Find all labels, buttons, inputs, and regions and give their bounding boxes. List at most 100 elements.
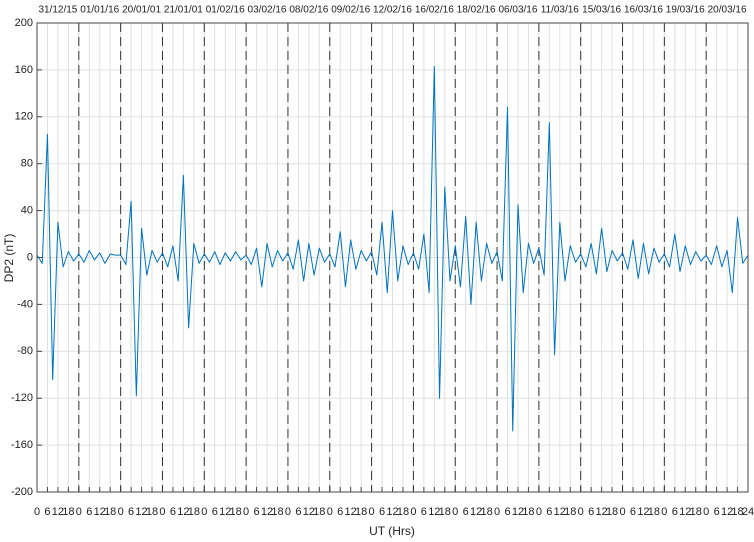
x-tick-label: 12	[94, 506, 106, 518]
day-label: 20/03/16	[708, 5, 747, 16]
y-tick-label: 160	[15, 64, 33, 76]
x-tick-label: 6	[630, 506, 636, 518]
x-tick-label: 6	[672, 506, 678, 518]
plot-frame	[36, 22, 749, 493]
x-tick-label: 12	[512, 506, 524, 518]
x-tick-label: 12	[637, 506, 649, 518]
x-tick-label: 18	[397, 506, 409, 518]
x-tick-label: 6	[463, 506, 469, 518]
y-tick-label: -200	[11, 486, 33, 498]
y-tick-label: 80	[21, 158, 33, 170]
y-tick-label: -80	[17, 345, 33, 357]
x-tick-label: 12	[52, 506, 64, 518]
day-label: 09/02/16	[331, 5, 370, 16]
x-tick-label: 6	[504, 506, 510, 518]
x-tick-label: 6	[337, 506, 343, 518]
x-tick-label: 0	[578, 506, 584, 518]
x-tick-label: 18	[439, 506, 451, 518]
x-tick-label: 0	[494, 506, 500, 518]
x-tick-label: 12	[595, 506, 607, 518]
x-tick-label: 12	[219, 506, 231, 518]
day-label: 15/03/16	[582, 5, 621, 16]
series-line	[36, 65, 749, 432]
x-tick-label: 0	[76, 506, 82, 518]
day-label: 31/12/15	[38, 5, 77, 16]
x-tick-label: 0	[619, 506, 625, 518]
x-tick-label: 18	[606, 506, 618, 518]
day-label: 01/02/16	[206, 5, 245, 16]
x-tick-label: 12	[679, 506, 691, 518]
y-tick-label: 0	[27, 251, 33, 263]
x-tick-label: 18	[62, 506, 74, 518]
x-tick-label: 6	[128, 506, 134, 518]
day-label: 21/01/01	[164, 5, 203, 16]
x-tick-label: 6	[588, 506, 594, 518]
x-tick-label: 18	[271, 506, 283, 518]
x-tick-label: 18	[564, 506, 576, 518]
day-label: 19/03/16	[666, 5, 705, 16]
x-tick-label: 0	[536, 506, 542, 518]
x-tick-label: 6	[714, 506, 720, 518]
x-tick-label: 12	[721, 506, 733, 518]
day-label: 20/01/01	[122, 5, 161, 16]
y-axis-label: DP2 (nT)	[2, 234, 16, 283]
x-tick-label: 24	[742, 506, 754, 518]
x-tick-label: 18	[188, 506, 200, 518]
x-tick-label: 6	[86, 506, 92, 518]
day-label: 03/02/16	[248, 5, 287, 16]
x-tick-label: 0	[159, 506, 165, 518]
x-tick-label: 12	[345, 506, 357, 518]
day-label: 06/03/16	[499, 5, 538, 16]
x-tick-label: 6	[254, 506, 260, 518]
x-tick-label: 0	[34, 506, 40, 518]
day-label: 16/03/16	[624, 5, 663, 16]
x-tick-label: 18	[731, 506, 743, 518]
x-tick-label: 18	[690, 506, 702, 518]
day-label: 11/03/16	[541, 5, 580, 16]
x-tick-label: 0	[452, 506, 458, 518]
day-label: 08/02/16	[289, 5, 328, 16]
x-tick-label: 6	[44, 506, 50, 518]
x-tick-label: 0	[661, 506, 667, 518]
x-tick-label: 12	[177, 506, 189, 518]
x-tick-label: 6	[546, 506, 552, 518]
y-tick-label: -120	[11, 392, 33, 404]
x-tick-label: 6	[170, 506, 176, 518]
x-tick-label: 12	[386, 506, 398, 518]
x-tick-label: 12	[554, 506, 566, 518]
y-tick-label: 120	[15, 111, 33, 123]
x-tick-label: 6	[295, 506, 301, 518]
x-tick-label: 0	[327, 506, 333, 518]
x-tick-label: 12	[303, 506, 315, 518]
day-label: 01/01/16	[80, 5, 119, 16]
x-tick-label: 0	[118, 506, 124, 518]
x-tick-label: 18	[355, 506, 367, 518]
y-tick-label: 200	[15, 17, 33, 29]
x-tick-label: 18	[522, 506, 534, 518]
x-axis-label: UT (Hrs)	[369, 524, 415, 538]
x-tick-label: 0	[243, 506, 249, 518]
x-tick-label: 0	[369, 506, 375, 518]
x-tick-label: 0	[201, 506, 207, 518]
x-tick-label: 12	[428, 506, 440, 518]
x-tick-label: 6	[379, 506, 385, 518]
y-tick-label: -40	[17, 298, 33, 310]
x-tick-label: 0	[410, 506, 416, 518]
y-tick-label: -160	[11, 439, 33, 451]
y-tick-label: 40	[21, 205, 33, 217]
day-label: 16/02/16	[415, 5, 454, 16]
day-label: 12/02/16	[373, 5, 412, 16]
x-tick-label: 18	[480, 506, 492, 518]
x-tick-label: 6	[212, 506, 218, 518]
x-tick-label: 18	[146, 506, 158, 518]
x-tick-label: 12	[135, 506, 147, 518]
x-tick-label: 6	[421, 506, 427, 518]
x-tick-label: 18	[104, 506, 116, 518]
x-tick-label: 18	[230, 506, 242, 518]
day-label: 18/02/16	[457, 5, 496, 16]
x-tick-label: 0	[703, 506, 709, 518]
x-tick-label: 12	[470, 506, 482, 518]
x-tick-label: 18	[648, 506, 660, 518]
x-tick-label: 0	[285, 506, 291, 518]
